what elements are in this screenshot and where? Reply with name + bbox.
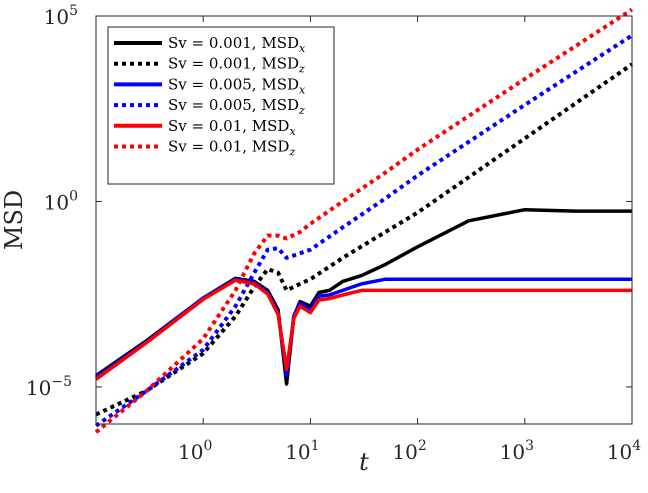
- legend-label-2: Sv = 0.005, MSDx: [168, 75, 306, 96]
- x-tick-label-4: 104: [607, 438, 641, 464]
- series-line-3: [94, 33, 634, 428]
- ticks-layer: 100 101 102 103 104 10−5 100 105: [26, 3, 641, 464]
- legend-label-1: Sv = 0.001, MSDz: [168, 55, 305, 76]
- x-tick-label-0: 100: [178, 438, 212, 464]
- y-axis-label: MSD: [0, 190, 28, 250]
- x-axis-label: t: [359, 448, 369, 476]
- y-tick-label-1: 100: [44, 188, 78, 214]
- y-tick-label-2: 105: [44, 3, 78, 29]
- legend-label-4: Sv = 0.01, MSDx: [168, 117, 296, 138]
- series-layer: [94, 7, 634, 434]
- legend-label-3: Sv = 0.005, MSDz: [168, 96, 305, 117]
- series-line-5: [94, 7, 634, 434]
- series-line-1: [95, 62, 634, 417]
- legend-label-5: Sv = 0.01, MSDz: [168, 138, 295, 159]
- x-tick-label-3: 103: [500, 438, 534, 464]
- x-tick-label-1: 101: [285, 438, 319, 464]
- plot-frame: [95, 15, 633, 425]
- y-tick-label-0: 10−5: [26, 374, 72, 400]
- legend-box: [107, 26, 335, 185]
- x-tick-label-2: 102: [392, 438, 426, 464]
- legend-label-0: Sv = 0.001, MSDx: [168, 34, 306, 55]
